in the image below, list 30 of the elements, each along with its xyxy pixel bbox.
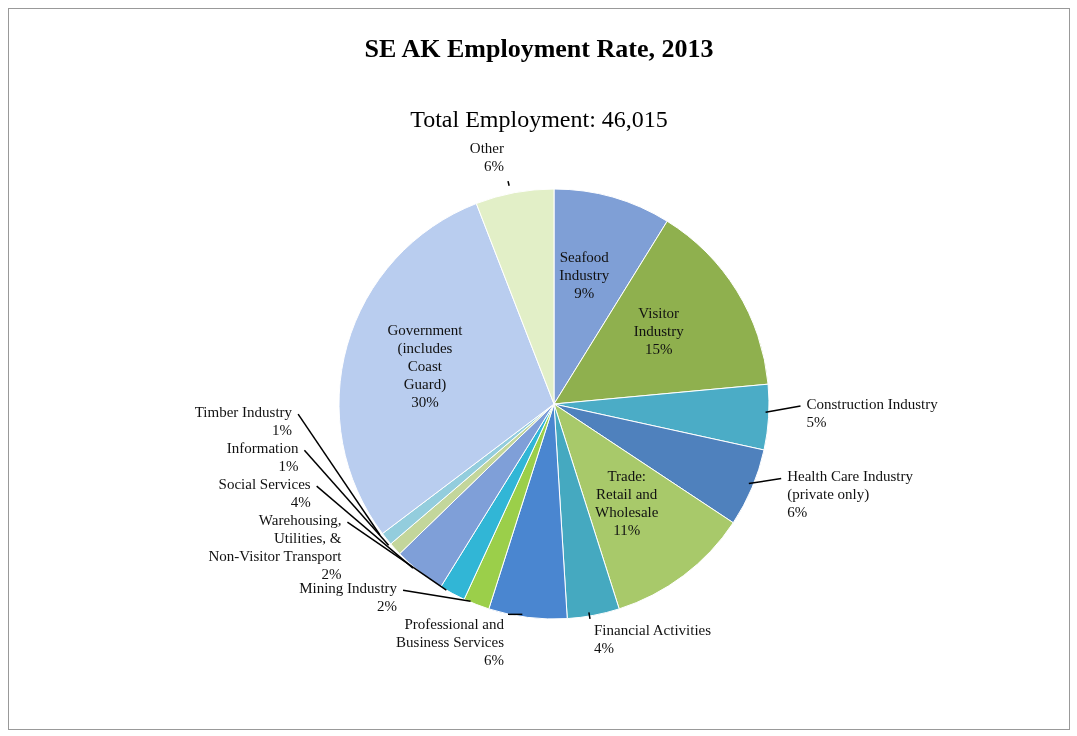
slice-label: Other xyxy=(469,140,504,157)
slice-label: Visitor Industry xyxy=(633,305,685,340)
data-label: 11% xyxy=(613,522,641,539)
data-label: 6% xyxy=(787,504,808,521)
chart-subtitle: Total Employment: 46,015 xyxy=(410,106,668,132)
slice-label: Construction Industry xyxy=(806,396,939,413)
slice-label: Professional and Business Services xyxy=(396,616,505,651)
slice-label: Health Care Industry (private only) xyxy=(787,468,914,504)
data-label: 15% xyxy=(644,341,673,358)
slice-label: Trade: Retail and Wholesale xyxy=(595,468,659,521)
data-label: 9% xyxy=(574,285,595,302)
slice-label: Government (includes Coast Guard) xyxy=(387,322,464,394)
slice-label: Warehousing, Utilities, & Non-Visitor Transport xyxy=(208,512,343,565)
data-label: 6% xyxy=(484,158,504,175)
slice-label: Information xyxy=(226,440,299,457)
data-label: 2% xyxy=(321,566,342,583)
slice-label: Social Services xyxy=(218,476,311,493)
data-label: 5% xyxy=(806,414,827,431)
data-label: 30% xyxy=(411,394,439,411)
data-label: 1% xyxy=(272,422,293,439)
data-label: 4% xyxy=(594,640,614,657)
slice-label: Timber Industry xyxy=(194,404,293,421)
data-label: 6% xyxy=(484,652,504,669)
data-label: 1% xyxy=(278,458,299,475)
chart-title: SE AK Employment Rate, 2013 xyxy=(364,34,714,63)
data-label: 2% xyxy=(377,598,398,615)
slice-label: Mining Industry xyxy=(299,580,398,597)
data-label: 4% xyxy=(290,494,311,511)
slice-label: Financial Activities xyxy=(594,622,712,639)
slice-label: Seafood Industry xyxy=(559,249,610,284)
